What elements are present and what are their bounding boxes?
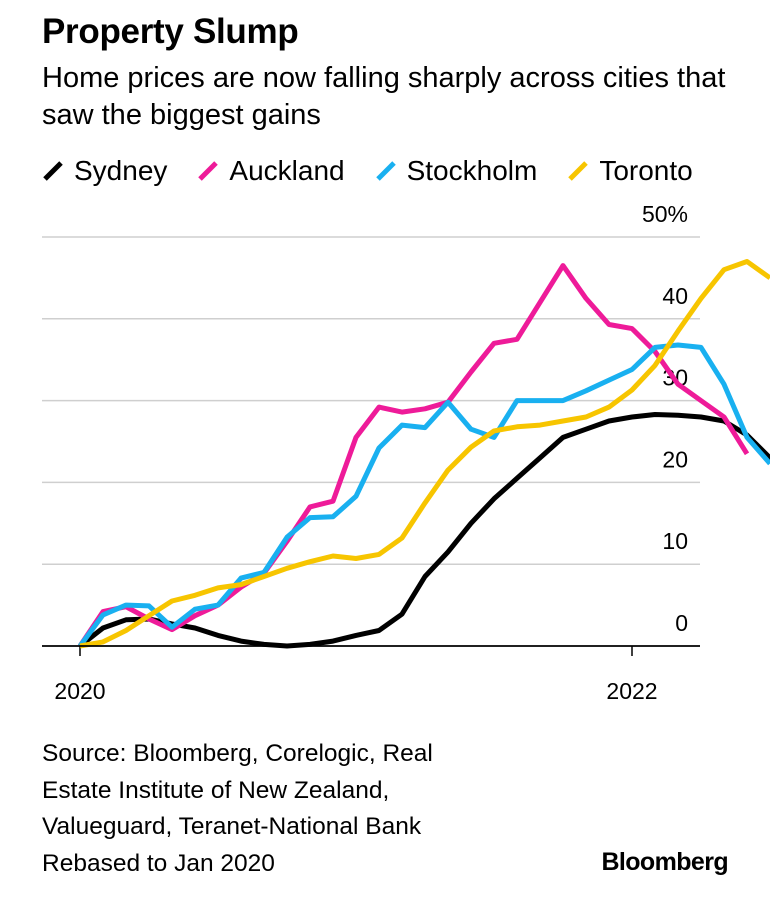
source-line: Estate Institute of New Zealand,: [42, 776, 390, 804]
legend-swatch-sydney: [43, 161, 63, 181]
y-tick-label: 0: [675, 610, 688, 636]
series-line-stockholm: [77, 342, 770, 648]
x-tick-label: 2020: [54, 678, 105, 704]
series-line-sydney: [78, 412, 770, 649]
y-tick-label: 50%: [642, 201, 688, 227]
legend-label-sydney: Sydney: [74, 155, 168, 186]
legend: Sydney Auckland Stockholm Toronto: [42, 152, 693, 190]
bloomberg-logo: Bloomberg: [601, 848, 728, 876]
y-tick-label: 10: [662, 528, 688, 554]
legend-swatch-toronto: [568, 161, 589, 181]
legend-item-sydney: Sydney: [42, 155, 167, 187]
y-tick-label: 20: [662, 446, 688, 472]
legend-label-stockholm: Stockholm: [406, 155, 538, 186]
legend-item-auckland: Auckland: [197, 155, 345, 187]
chart-title: Property Slump: [42, 12, 299, 51]
legend-swatch-stockholm: [375, 161, 396, 181]
legend-label-auckland: Auckland: [229, 155, 345, 186]
chart-subtitle: Home prices are now falling sharply acro…: [42, 62, 726, 131]
source-note: Source: Bloomberg, Corelogic, Real Estat…: [42, 736, 602, 882]
series-line-toronto: [79, 259, 770, 649]
x-tick-label: 2022: [606, 678, 657, 704]
source-line: Source: Bloomberg, Corelogic, Real: [42, 740, 433, 767]
source-line: Valueguard, Teranet-National Bank: [42, 813, 422, 840]
legend-swatch-auckland: [198, 161, 219, 181]
source-line: Rebased to Jan 2020: [42, 849, 275, 877]
legend-item-toronto: Toronto: [567, 155, 693, 187]
legend-label-toronto: Toronto: [599, 155, 693, 186]
y-tick-label: 40: [662, 283, 688, 309]
legend-item-stockholm: Stockholm: [375, 155, 538, 187]
series-line-auckland: [77, 263, 750, 648]
